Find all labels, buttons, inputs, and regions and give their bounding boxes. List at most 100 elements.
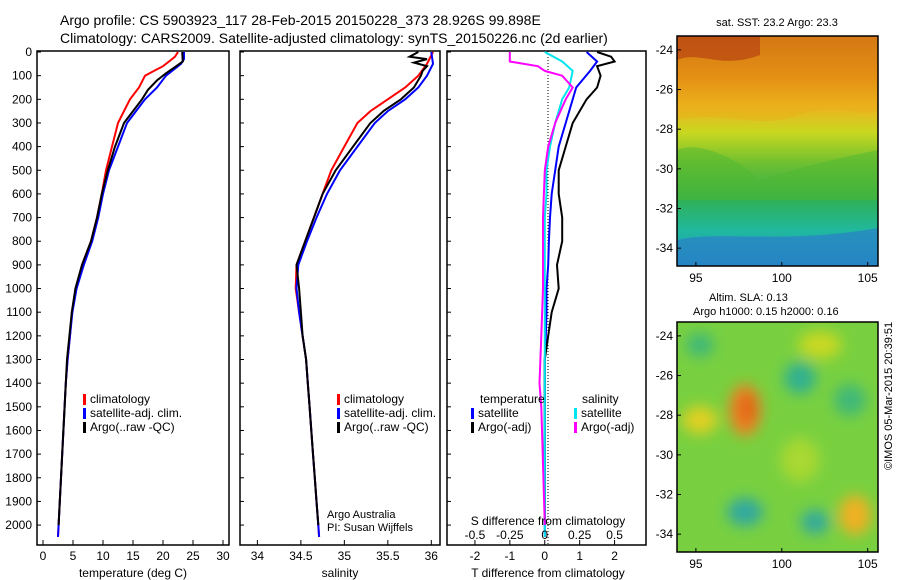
difference-plot-frame [446,50,647,546]
salinity-plot-frame [239,50,441,546]
salinity-legend-label-argo-raw-qc: Argo(..raw -QC) [344,420,429,434]
sst-map-lat-tick-label-32: -32 [656,202,674,216]
temperature-plot-frame [36,50,230,546]
depth-tick-label-800: 800 [12,234,32,248]
sla-map-lat-tick-label-24: -24 [656,329,674,343]
salinity-difference-tick-label-0-25: 0.25 [568,528,592,542]
salinity-x-tick-label-34-5: 34.5 [289,549,313,563]
depth-tick-label-1000: 1000 [5,282,32,296]
depth-tick-label-900: 900 [12,258,32,272]
temperature-difference-axis-label: T difference from climatology [471,566,625,580]
temperature-legend-label-satellite-adj-clim: satellite-adj. clim. [90,406,182,420]
difference-legend-swatch-temperature-satellite [471,408,474,419]
sla-map-subtitle: Argo h1000: 0.15 h2000: 0.16 [693,306,839,318]
difference-panel: -2 -1 0 1 2 -0.5 -0.25 0 0.25 0.5 S difference f… [446,50,647,580]
difference-x-tick-label-0: 0 [541,549,548,563]
temperature-series-satellite-adj-clim [57,52,185,537]
sst-map-lat-tick-label-26: -26 [656,83,674,97]
sst-map-lon-tick-label-95: 95 [689,271,703,285]
sla-heatmap [677,322,878,552]
sst-map-lat-tick-label-24: -24 [656,43,674,57]
figure-title-line1: Argo profile: CS 5903923_117 28-Feb-2015… [60,12,541,28]
annotation-argo-australia: Argo Australia [327,509,396,521]
difference-x-tick-label-2: -2 [470,549,481,563]
sst-heatmap [677,36,878,266]
sst-map-panel: sat. SST: 23.2 Argo: 23.3 -24 -26 -28 -30 -3… [656,17,879,285]
salinity-series-satellite-adj-clim [295,51,435,537]
salinity-series-argo-raw-qc [295,51,429,526]
sla-map-lon-tick-label-105: 105 [858,557,878,571]
sst-map-lat-tick-label-34: -34 [656,241,674,255]
temperature-legend-label-climatology: climatology [90,392,150,406]
sla-map-lat-tick-label-26: -26 [656,369,674,383]
depth-tick-label-2000: 2000 [5,518,32,532]
temperature-series-argo-raw-qc [57,51,184,526]
legend-title-temperature: temperature [480,392,545,406]
temperature-legend-swatch-argo-raw-qc [83,422,86,433]
temperature-legend-swatch-satellite-adj-clim [83,408,86,419]
temperature-legend-swatch-climatology [83,394,86,405]
depth-tick-label-1900: 1900 [5,494,32,508]
temperature-x-tick-label-20: 20 [156,549,170,563]
imos-timestamp: ©IMOS 05-Mar-2015 20:39:51 [883,322,895,470]
temperature-x-tick-label-25: 25 [186,549,200,563]
sla-map-lon-tick-label-100: 100 [772,557,792,571]
depth-tick-label-300: 300 [12,116,32,130]
difference-x-tick-label-1: 1 [576,549,583,563]
sst-map-lat-tick-label-28: -28 [656,122,674,136]
depth-tick-label-1800: 1800 [5,471,32,485]
sla-map-lat-tick-label-30: -30 [656,448,674,462]
sst-map-frame [676,35,879,267]
difference-legend-label-temperature-satellite: satellite [478,406,519,420]
depth-tick-label-1500: 1500 [5,400,32,414]
depth-tick-label-1300: 1300 [5,353,32,367]
difference-series-temperature-satellite [543,51,599,537]
salinity-x-axis-label: salinity [322,566,359,580]
sst-map-lon-tick-label-100: 100 [772,271,792,285]
salinity-legend-swatch-argo-raw-qc [337,422,340,433]
depth-tick-label-1600: 1600 [5,423,32,437]
temperature-legend-label-argo-raw-qc: Argo(..raw -QC) [90,420,175,434]
difference-series-temperature-argo-adj [543,51,617,526]
sst-map-lon-tick-label-105: 105 [858,271,878,285]
legend-title-salinity: salinity [582,392,619,406]
salinity-x-tick-label-34: 34 [251,549,265,563]
annotation-pi-name: PI: Susan Wijffels [327,522,413,534]
figure-title-line2: Climatology: CARS2009. Satellite-adjuste… [60,30,608,46]
depth-tick-label-1200: 1200 [5,329,32,343]
sla-map-lon-tick-label-95: 95 [689,557,703,571]
depth-tick-label-1400: 1400 [5,376,32,390]
difference-x-tick-label-2: 2 [611,549,618,563]
depth-tick-label-1700: 1700 [5,447,32,461]
depth-tick-label-400: 400 [12,140,32,154]
salinity-x-tick-label-35-5: 35.5 [376,549,400,563]
difference-legend-label-salinity-argo-adj: Argo(-adj) [581,420,634,434]
salinity-panel: 34 34.5 35 35.5 36 salinity climatologysatel… [239,50,441,580]
salinity-difference-tick-label-0-25: -0.25 [496,528,524,542]
difference-series-salinity-argo-adj [508,52,574,526]
sla-map-lat-tick-label-34: -34 [656,527,674,541]
salinity-difference-tick-label-0-5: 0.5 [606,528,623,542]
depth-tick-label-100: 100 [12,69,32,83]
salinity-x-tick-label-35: 35 [338,549,352,563]
salinity-legend-label-climatology: climatology [344,392,404,406]
salinity-difference-tick-label-0: 0 [541,528,548,542]
salinity-legend-swatch-satellite-adj-clim [337,408,340,419]
sla-map-lat-tick-label-32: -32 [656,488,674,502]
temperature-x-tick-label-15: 15 [126,549,140,563]
difference-legend-label-salinity-satellite: satellite [581,406,622,420]
temperature-x-tick-label-30: 30 [216,549,230,563]
depth-tick-label-500: 500 [12,163,32,177]
sla-map-title: Altim. SLA: 0.13 [709,292,788,304]
salinity-difference-axis-label: S difference from climatology [471,514,626,528]
salinity-legend-swatch-climatology [337,394,340,405]
temperature-x-tick-label-10: 10 [96,549,110,563]
difference-x-tick-label-1: -1 [505,549,516,563]
difference-legend-swatch-temperature-argo-adj [471,422,474,433]
salinity-x-tick-label-36: 36 [425,549,439,563]
depth-tick-label-600: 600 [12,187,32,201]
difference-series-salinity-satellite [543,51,574,537]
sst-map-lat-tick-label-30: -30 [656,162,674,176]
sst-map-title: sat. SST: 23.2 Argo: 23.3 [716,17,838,29]
